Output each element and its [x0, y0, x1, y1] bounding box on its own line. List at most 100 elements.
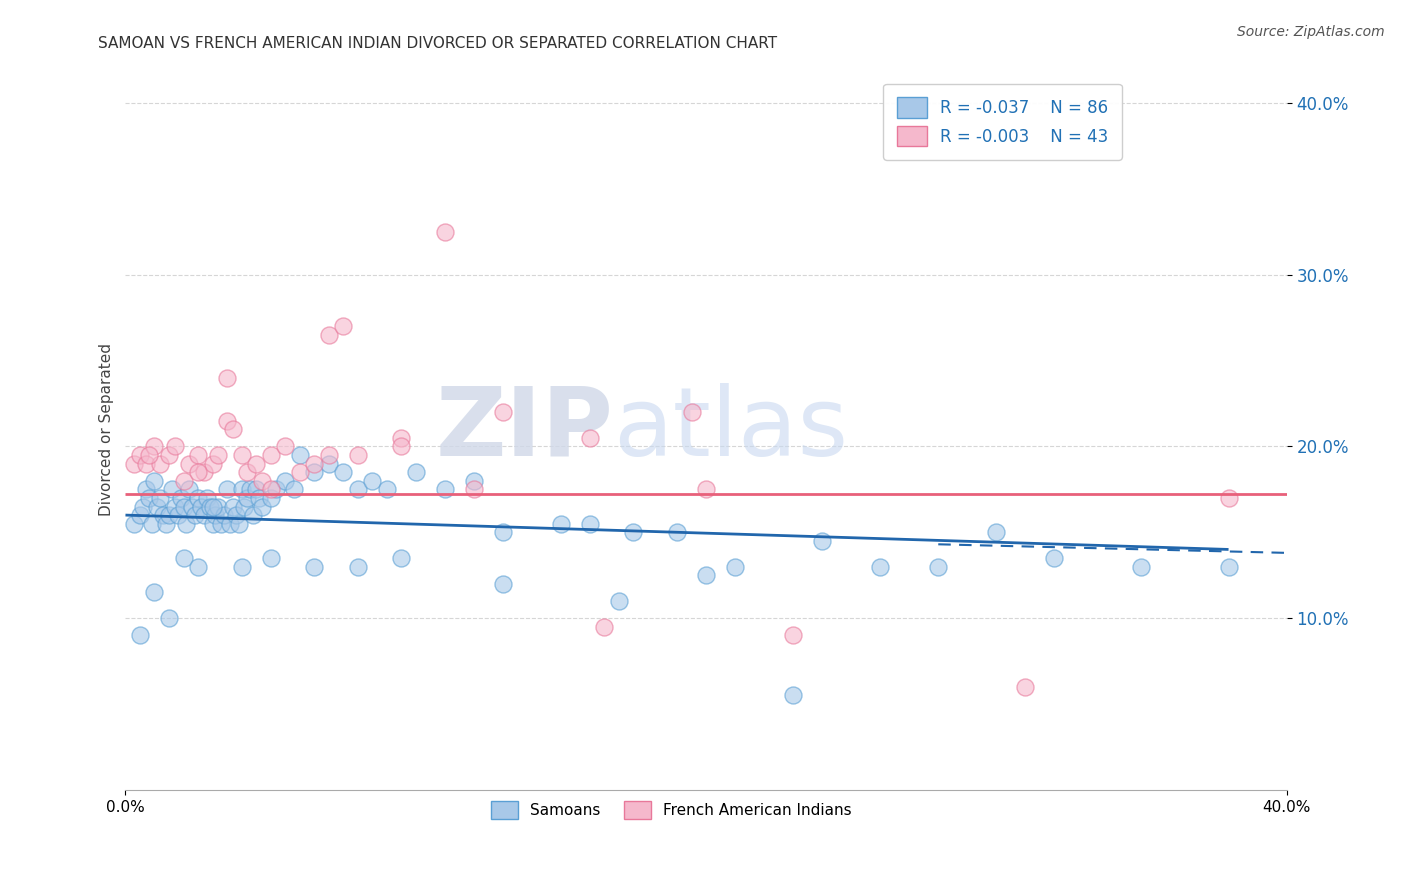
- Point: [239, 483, 262, 497]
- Point: [187, 448, 209, 462]
- Point: [236, 491, 259, 505]
- Point: [176, 516, 198, 531]
- Point: [927, 559, 949, 574]
- Point: [259, 551, 281, 566]
- Point: [141, 516, 163, 531]
- Point: [129, 448, 152, 462]
- Point: [236, 465, 259, 479]
- Point: [146, 500, 169, 514]
- Point: [607, 594, 630, 608]
- Point: [143, 474, 166, 488]
- Point: [138, 491, 160, 505]
- Point: [231, 559, 253, 574]
- Point: [405, 465, 427, 479]
- Point: [166, 508, 188, 522]
- Point: [274, 474, 297, 488]
- Point: [190, 500, 212, 514]
- Point: [217, 414, 239, 428]
- Point: [173, 474, 195, 488]
- Point: [228, 516, 250, 531]
- Point: [233, 500, 256, 514]
- Point: [266, 483, 288, 497]
- Point: [152, 508, 174, 522]
- Text: Source: ZipAtlas.com: Source: ZipAtlas.com: [1237, 25, 1385, 39]
- Point: [132, 500, 155, 514]
- Point: [247, 491, 270, 505]
- Point: [433, 483, 456, 497]
- Point: [389, 431, 412, 445]
- Point: [135, 457, 157, 471]
- Legend: Samoans, French American Indians: Samoans, French American Indians: [485, 795, 858, 826]
- Point: [811, 533, 834, 548]
- Point: [724, 559, 747, 574]
- Point: [179, 457, 201, 471]
- Point: [318, 457, 340, 471]
- Point: [157, 508, 180, 522]
- Point: [149, 491, 172, 505]
- Point: [231, 483, 253, 497]
- Point: [375, 483, 398, 497]
- Point: [195, 491, 218, 505]
- Point: [217, 370, 239, 384]
- Point: [181, 500, 204, 514]
- Point: [157, 611, 180, 625]
- Point: [1014, 680, 1036, 694]
- Point: [173, 551, 195, 566]
- Point: [695, 483, 717, 497]
- Point: [318, 327, 340, 342]
- Point: [245, 457, 267, 471]
- Point: [155, 516, 177, 531]
- Text: SAMOAN VS FRENCH AMERICAN INDIAN DIVORCED OR SEPARATED CORRELATION CHART: SAMOAN VS FRENCH AMERICAN INDIAN DIVORCE…: [98, 36, 778, 51]
- Point: [579, 516, 602, 531]
- Point: [593, 620, 616, 634]
- Point: [1130, 559, 1153, 574]
- Point: [463, 474, 485, 488]
- Point: [288, 448, 311, 462]
- Point: [1218, 491, 1240, 505]
- Y-axis label: Divorced or Separated: Divorced or Separated: [100, 343, 114, 516]
- Point: [209, 516, 232, 531]
- Point: [163, 439, 186, 453]
- Point: [433, 225, 456, 239]
- Point: [225, 508, 247, 522]
- Text: atlas: atlas: [613, 383, 848, 475]
- Point: [1218, 559, 1240, 574]
- Point: [986, 525, 1008, 540]
- Point: [207, 500, 229, 514]
- Point: [302, 465, 325, 479]
- Point: [346, 448, 368, 462]
- Point: [187, 465, 209, 479]
- Point: [143, 439, 166, 453]
- Point: [346, 559, 368, 574]
- Point: [184, 508, 207, 522]
- Point: [217, 483, 239, 497]
- Point: [222, 422, 245, 436]
- Point: [201, 457, 224, 471]
- Point: [259, 448, 281, 462]
- Point: [201, 516, 224, 531]
- Point: [288, 465, 311, 479]
- Point: [149, 457, 172, 471]
- Point: [179, 483, 201, 497]
- Point: [207, 448, 229, 462]
- Point: [163, 500, 186, 514]
- Point: [245, 483, 267, 497]
- Point: [173, 500, 195, 514]
- Point: [193, 465, 215, 479]
- Point: [492, 405, 515, 419]
- Point: [332, 465, 354, 479]
- Point: [250, 500, 273, 514]
- Point: [160, 483, 183, 497]
- Point: [259, 483, 281, 497]
- Point: [259, 491, 281, 505]
- Point: [135, 483, 157, 497]
- Point: [389, 439, 412, 453]
- Point: [250, 474, 273, 488]
- Point: [122, 516, 145, 531]
- Point: [492, 525, 515, 540]
- Point: [492, 576, 515, 591]
- Point: [463, 483, 485, 497]
- Point: [550, 516, 572, 531]
- Point: [212, 508, 235, 522]
- Point: [283, 483, 305, 497]
